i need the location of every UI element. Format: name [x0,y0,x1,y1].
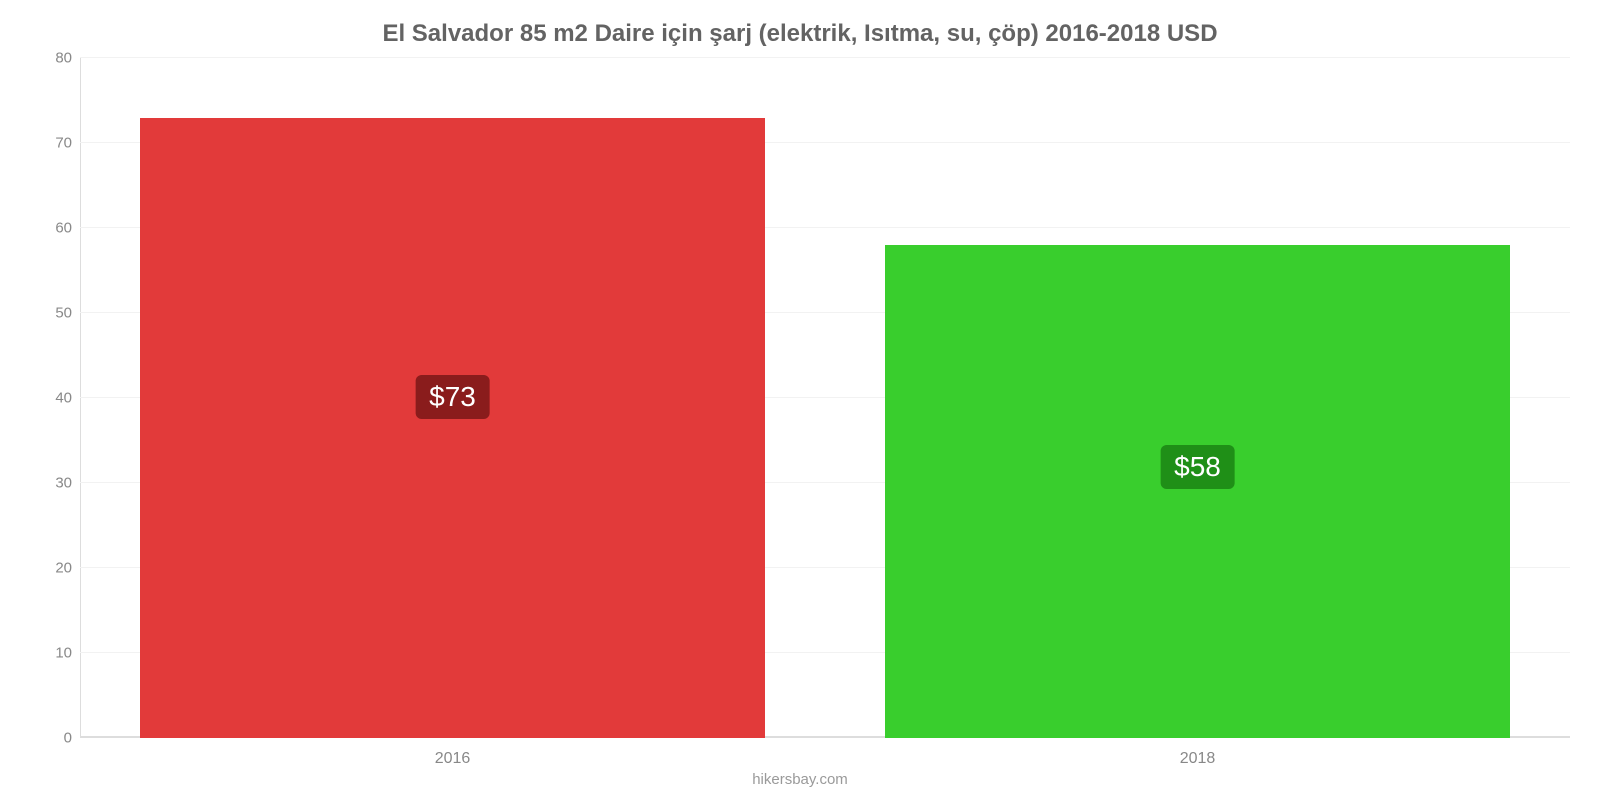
bar-value-badge: $73 [415,375,490,419]
x-axis: 20162018 [80,750,1570,768]
bar-value-badge: $58 [1160,445,1235,489]
y-tick-label: 10 [55,645,72,662]
chart-title: El Salvador 85 m2 Daire için şarj (elekt… [30,20,1570,48]
y-tick-label: 40 [55,390,72,407]
y-tick-label: 30 [55,475,72,492]
x-tick-label: 2018 [825,750,1570,768]
plot-area: 01020304050607080 $73$58 20162018 [30,58,1570,738]
y-tick-label: 20 [55,560,72,577]
bar-slot: $58 [825,58,1570,738]
y-tick-label: 60 [55,220,72,237]
y-tick-label: 0 [64,730,72,747]
chart-container: El Salvador 85 m2 Daire için şarj (elekt… [0,0,1600,800]
x-tick-label: 2016 [80,750,825,768]
bar [885,245,1511,738]
y-tick-label: 50 [55,305,72,322]
y-axis: 01020304050607080 [30,58,80,738]
bar-slot: $73 [80,58,825,738]
bars-group: $73 $58 [80,58,1570,738]
y-tick-label: 70 [55,135,72,152]
y-tick-label: 80 [55,50,72,67]
bar [140,118,766,739]
attribution: hikersbay.com [0,771,1600,788]
